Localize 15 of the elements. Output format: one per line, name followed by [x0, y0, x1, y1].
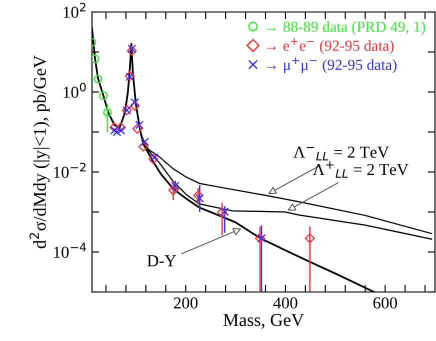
y-tick-label: 10$^{−2}$ [54, 162, 86, 178]
x-tick-label: 400 [273, 297, 298, 309]
annotation: Λ$^{+}$$_{LL}$ = 2 TeV [312, 161, 408, 178]
x-axis-title: Mass, GeV [223, 314, 304, 329]
legend-label: → e$^{+}$e$^{−}$ (92-95 data) [266, 38, 394, 54]
y-tick-label: 10$^{2}$ [64, 2, 86, 18]
annotation: Λ$^{−}$$_{LL}$ = 2 TeV [293, 146, 390, 160]
y-axis-title: d$^{2}$σ/dMdy (|y|<1), pb/GeV [29, 55, 50, 248]
x-tick-label: 600 [373, 297, 398, 309]
y-tick-label: 10$^{0}$ [64, 82, 86, 98]
y-tick-label: 10$^{−4}$ [54, 242, 86, 258]
legend-label: → μ$^{+}$μ$^{−}$ (92-95 data) [266, 57, 396, 74]
legend-label: → 88-89 data (PRD 49, 1) [266, 21, 426, 36]
annotation: D-Y [147, 255, 176, 266]
x-tick-label: 200 [174, 297, 198, 309]
